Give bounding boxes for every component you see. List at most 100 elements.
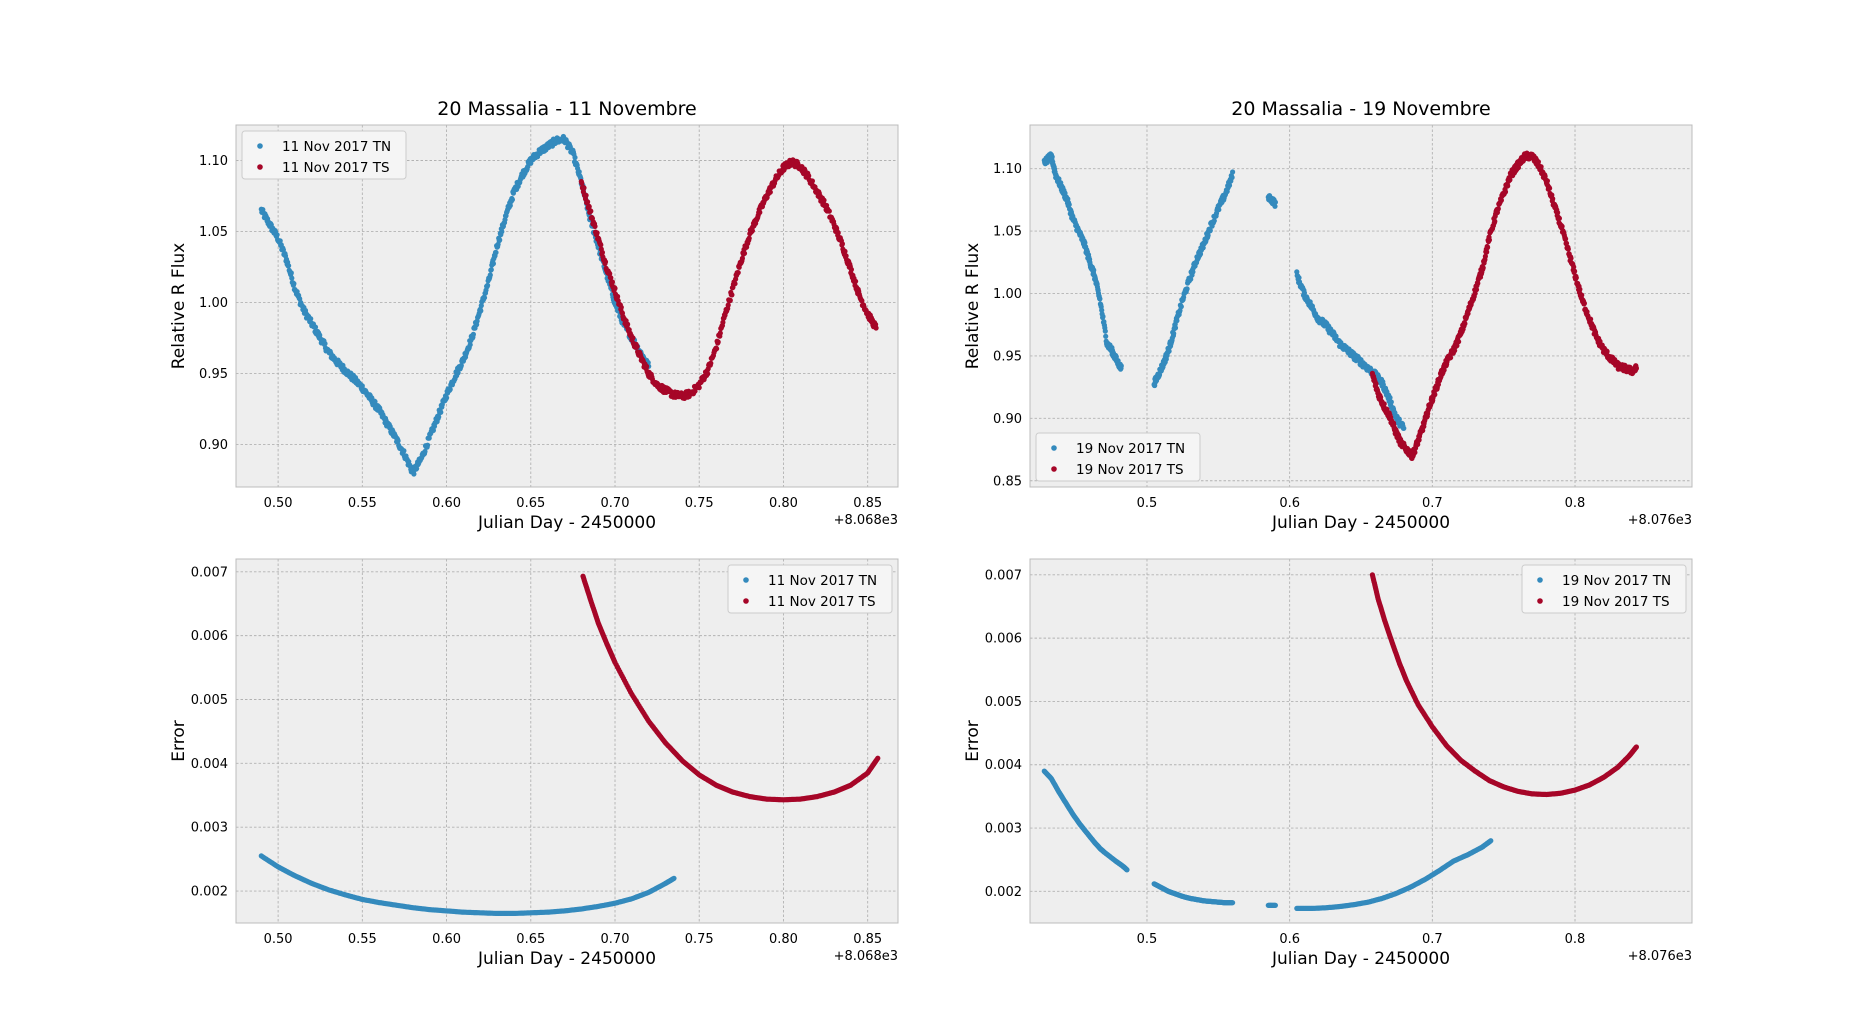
y-tick-label: 0.85: [993, 474, 1022, 489]
data-point: [715, 339, 721, 345]
x-axis-label: Julian Day - 2450000: [477, 949, 656, 969]
data-point: [749, 228, 756, 234]
x-offset-label: +8.068e3: [834, 513, 898, 528]
data-point: [602, 259, 609, 265]
data-point: [308, 316, 314, 322]
y-tick-label: 1.00: [993, 287, 1022, 302]
y-axis-label: Relative R Flux: [169, 243, 189, 370]
data-point: [426, 435, 432, 441]
data-point: [1492, 218, 1498, 224]
data-point: [1200, 245, 1206, 251]
data-point: [599, 249, 606, 256]
data-point: [842, 248, 848, 254]
data-point: [1547, 185, 1553, 191]
legend-marker: [257, 164, 263, 170]
y-tick-label: 1.05: [199, 225, 228, 240]
data-point: [612, 285, 618, 291]
data-point: [1484, 249, 1490, 255]
y-tick-label: 0.003: [985, 822, 1022, 837]
data-point: [1049, 154, 1055, 160]
y-tick-label: 1.10: [993, 162, 1022, 177]
y-tick-label: 0.002: [191, 885, 228, 900]
data-point: [572, 154, 578, 161]
data-point: [490, 261, 496, 267]
x-tick-label: 0.6: [1279, 496, 1300, 511]
chart-panel-3: 0.50 0.55 0.60 0.65 0.70 0.75 0.80 0.85 0.002 0.0…: [169, 558, 899, 969]
data-point: [481, 295, 488, 301]
data-point: [497, 237, 503, 243]
legend-entry: 11 Nov 2017 TS: [768, 594, 876, 610]
data-point: [1448, 355, 1454, 361]
data-point: [478, 303, 484, 309]
data-point: [277, 238, 283, 244]
x-tick-label: 0.85: [853, 496, 882, 511]
data-point: [826, 208, 832, 214]
chart-panel-4: 0.5 0.6 0.7 0.8 0.002 0.003 0.004 0.005 0.006 0.0…: [963, 558, 1693, 969]
y-tick-label: 0.006: [191, 629, 228, 644]
data-point: [1482, 253, 1488, 259]
data-point: [720, 319, 726, 325]
data-point: [1505, 183, 1511, 189]
data-point: [1091, 267, 1097, 273]
data-point: [592, 223, 598, 229]
data-point: [1538, 164, 1544, 170]
data-point: [875, 755, 881, 761]
data-point: [583, 192, 589, 198]
data-point: [714, 346, 720, 352]
y-tick-label: 0.005: [191, 693, 228, 708]
legend-box: [241, 130, 407, 180]
data-point: [1124, 867, 1130, 873]
legend-entry: 19 Nov 2017 TS: [1562, 594, 1670, 610]
x-tick-label: 0.55: [348, 932, 377, 947]
data-point: [1216, 207, 1222, 213]
data-point: [746, 235, 752, 241]
data-point: [588, 208, 594, 214]
data-point: [1296, 275, 1302, 281]
data-point: [493, 249, 499, 256]
data-point: [809, 178, 816, 184]
data-point: [1226, 182, 1233, 188]
data-point: [372, 399, 378, 405]
x-tick-label: 0.75: [685, 496, 714, 511]
data-point: [630, 335, 636, 341]
data-point: [1066, 202, 1072, 208]
data-point: [576, 169, 582, 175]
data-point: [821, 197, 827, 203]
data-point: [644, 363, 650, 369]
data-point: [289, 275, 295, 281]
data-point: [853, 278, 859, 284]
data-point: [1486, 237, 1492, 243]
data-point: [843, 253, 849, 259]
data-point: [467, 342, 473, 348]
data-point: [1441, 367, 1447, 373]
data-point: [507, 202, 513, 209]
data-point: [1480, 265, 1486, 271]
data-point: [1184, 286, 1190, 292]
legend: 11 Nov 2017 TN 11 Nov 2017 TS: [727, 564, 893, 614]
data-point: [401, 448, 407, 454]
x-offset-label: +8.068e3: [834, 949, 898, 964]
data-point: [430, 427, 436, 433]
data-point: [1301, 290, 1307, 296]
y-tick-label: 0.95: [199, 367, 228, 382]
axes-frame: [1029, 558, 1693, 924]
legend: 11 Nov 2017 TN 11 Nov 2017 TS: [241, 130, 407, 180]
data-point: [1387, 395, 1393, 401]
y-tick-label: 0.002: [985, 885, 1022, 900]
x-tick-label: 0.5: [1137, 496, 1158, 511]
data-point: [1555, 210, 1561, 216]
data-point: [732, 281, 738, 287]
data-point: [806, 173, 812, 179]
data-point: [1568, 255, 1574, 261]
y-tick-label: 0.007: [985, 568, 1022, 583]
legend-entry: 11 Nov 2017 TN: [282, 139, 391, 155]
data-point: [1633, 365, 1639, 371]
data-point: [1272, 199, 1278, 205]
data-point: [502, 217, 508, 223]
data-point: [1462, 321, 1468, 327]
data-point: [436, 414, 442, 420]
data-point: [1401, 425, 1407, 431]
data-point: [696, 385, 702, 391]
data-point: [708, 360, 714, 366]
data-point: [1485, 244, 1491, 250]
